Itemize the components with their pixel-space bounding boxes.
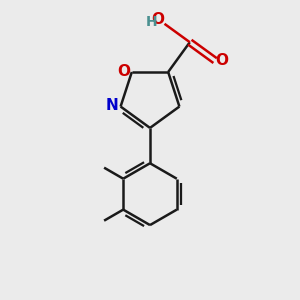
- Text: H: H: [146, 15, 157, 29]
- Text: O: O: [215, 53, 228, 68]
- Text: N: N: [106, 98, 119, 112]
- Text: O: O: [152, 12, 164, 27]
- Text: O: O: [117, 64, 130, 80]
